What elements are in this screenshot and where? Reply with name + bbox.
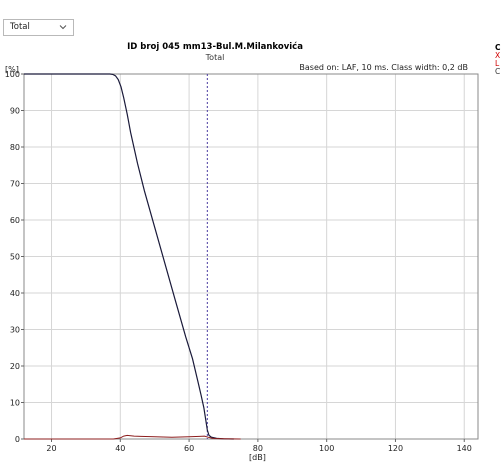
side-legend-line: C [495,44,501,52]
measurement-basis-label: Based on: LAF, 10 ms. Class width: 0,2 d… [299,63,468,72]
x-tick-label: 140 [457,444,472,453]
series-selector-value: Total [10,22,30,32]
chart-subtitle: Total [205,53,225,62]
y-tick-label: 50 [10,253,20,262]
y-tick-label: 40 [10,289,20,298]
chart-title: ID broj 045 mm13-Bul.M.Milankovića [127,42,303,52]
x-tick-label: 20 [46,444,56,453]
y-tick-label: 80 [10,143,20,152]
x-tick-label: 80 [253,444,263,453]
class-distribution-line [24,434,241,440]
y-tick-label: 90 [10,107,20,116]
y-tick-label: 60 [10,216,20,225]
y-tick-label: 30 [10,326,20,335]
x-axis-unit-label: [dB] [249,453,266,462]
y-tick-label: 0 [15,435,20,444]
x-tick-label: 60 [184,444,194,453]
y-tick-label: 10 [10,399,20,408]
x-tick-label: 40 [115,444,125,453]
side-legend-panel: C X L C [495,44,502,84]
side-legend-line: L [495,59,500,68]
y-tick-label: 70 [10,180,20,189]
side-legend-line: X [495,51,501,60]
cumulative-distribution-line [24,73,234,440]
y-tick-label: 100 [5,70,20,79]
x-tick-label: 120 [388,444,403,453]
side-legend-line: C [495,67,501,76]
y-axis-unit-label: [%] [5,65,19,74]
y-tick-label: 20 [10,362,20,371]
chevron-down-icon [59,25,67,30]
series-selector-dropdown[interactable]: Total [3,19,74,36]
x-tick-label: 100 [319,444,334,453]
